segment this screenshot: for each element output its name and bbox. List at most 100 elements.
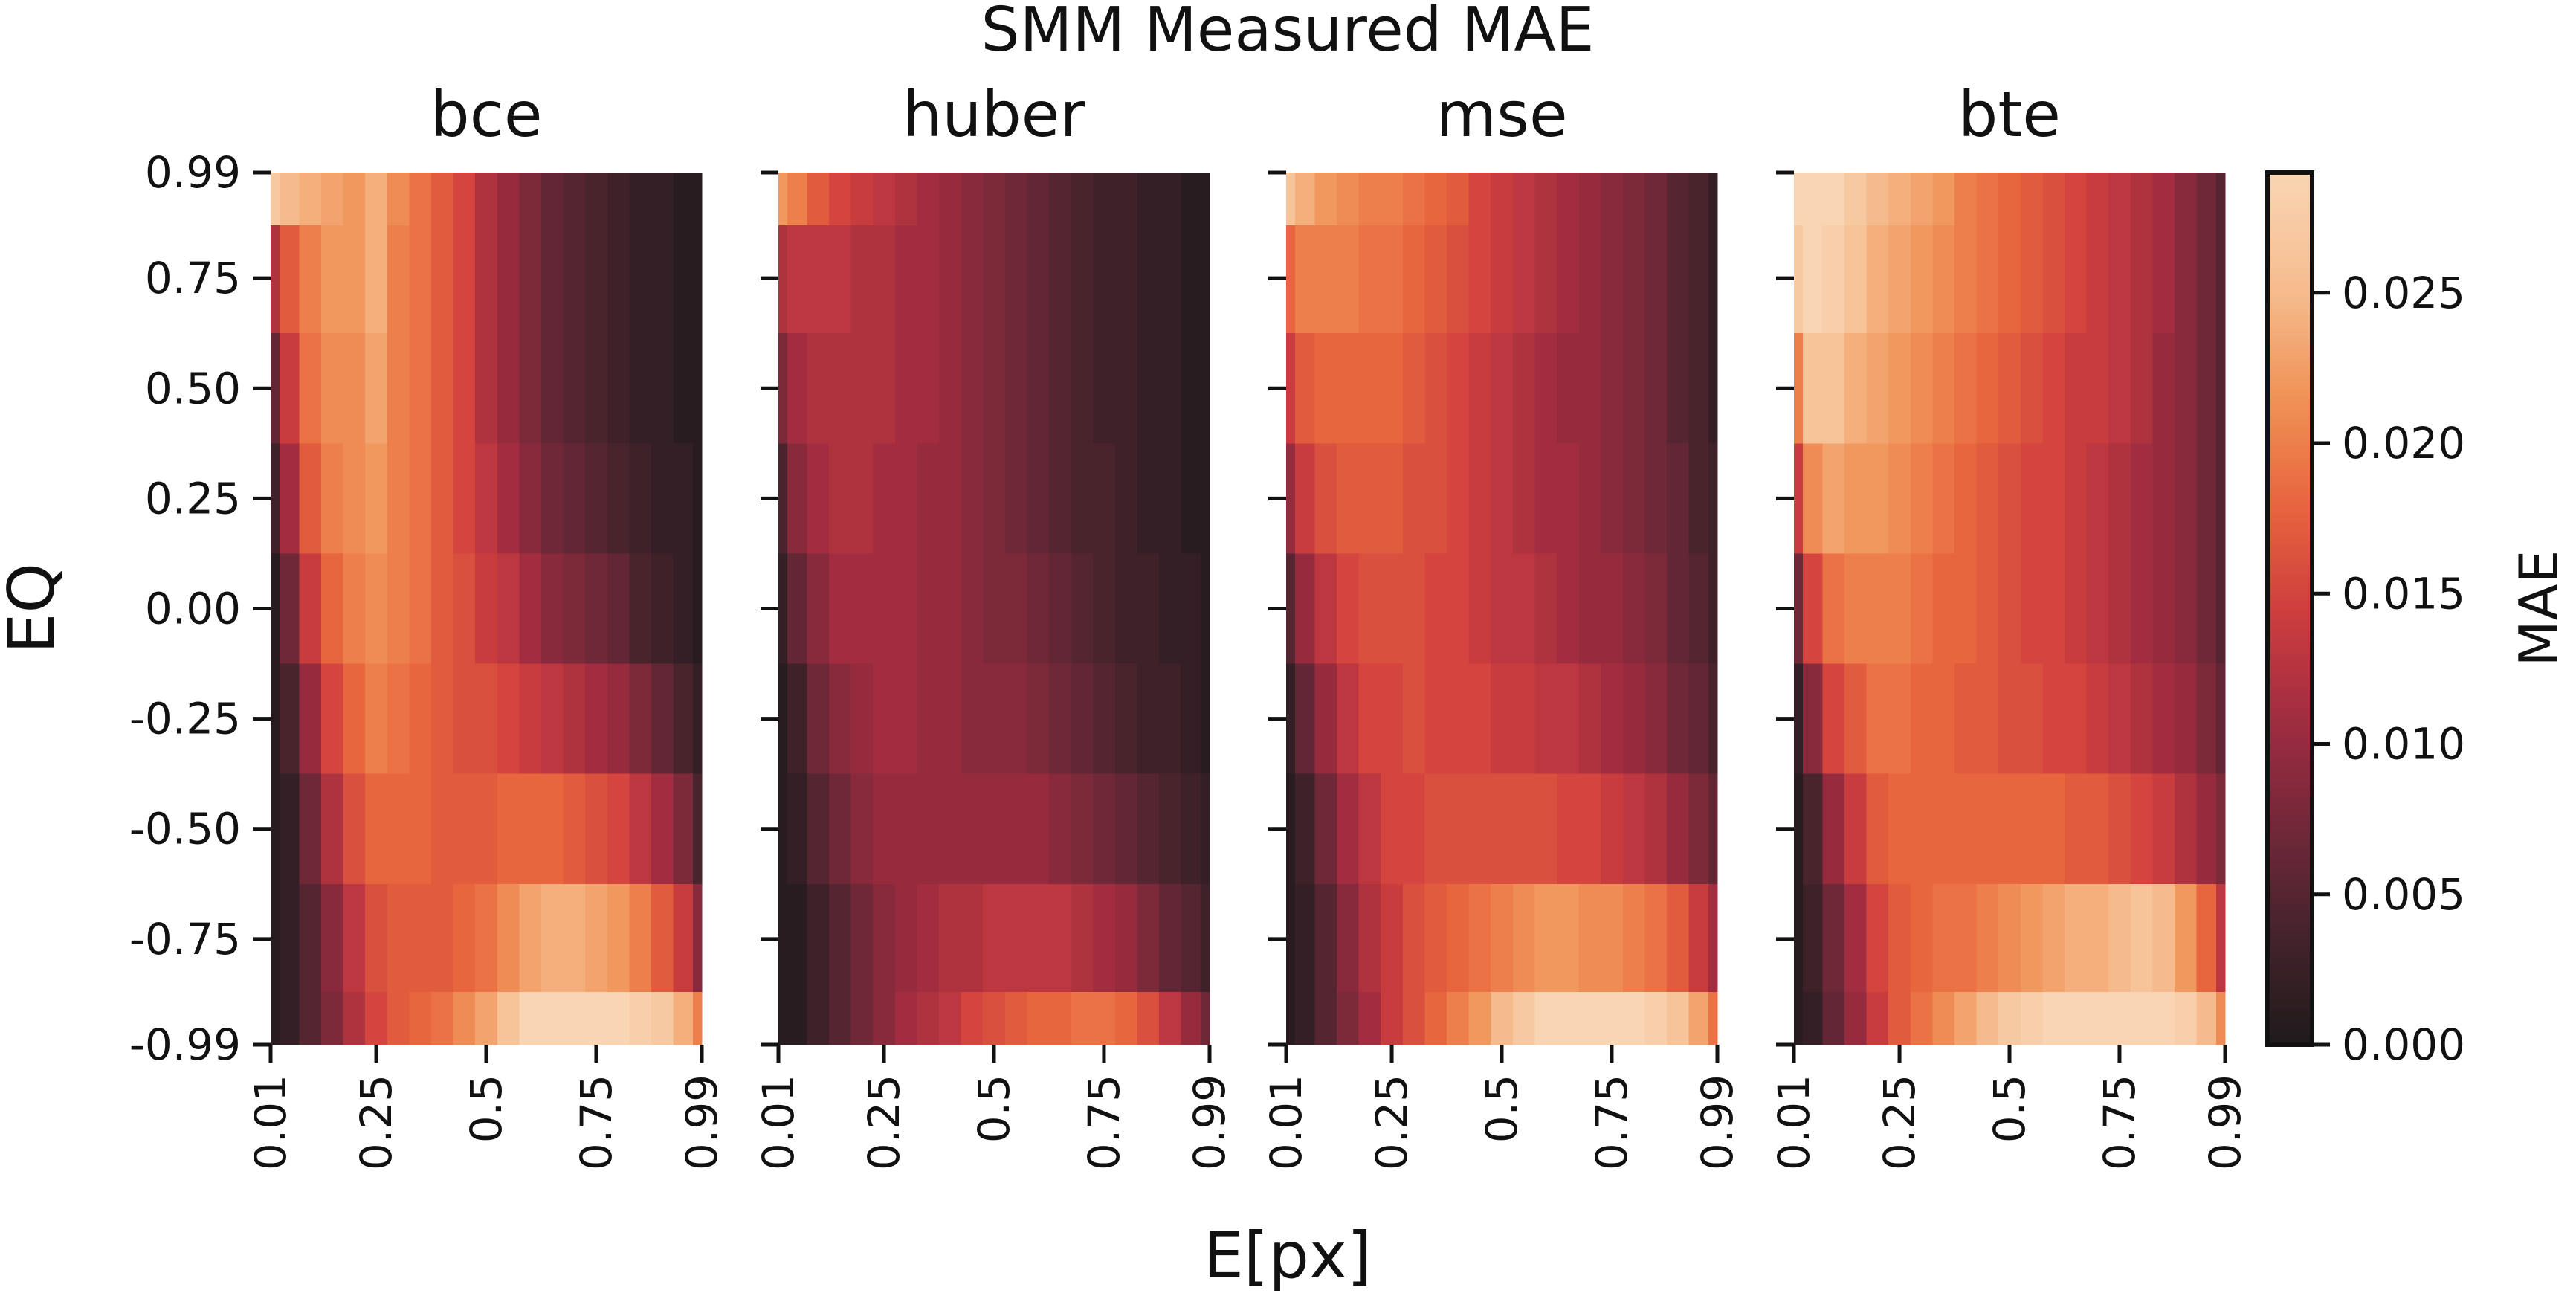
- heatmap-cell: [1314, 991, 1337, 1045]
- heatmap-cell: [1337, 443, 1360, 554]
- y-tick-label: 0.00: [145, 584, 241, 634]
- heatmap-cell: [1794, 173, 1804, 226]
- heatmap-cell: [778, 225, 788, 334]
- heatmap-cell: [2196, 991, 2217, 1045]
- heatmap-cell: [1468, 225, 1491, 334]
- heatmap-cell: [1424, 663, 1447, 775]
- heatmap-cell: [2130, 773, 2153, 885]
- heatmap-cell: [321, 225, 344, 334]
- heatmap-cell: [1557, 333, 1580, 444]
- heatmap-cell: [1888, 553, 1911, 665]
- heatmap-cell: [1666, 173, 1690, 226]
- heatmap-cell: [279, 663, 300, 775]
- heatmap-cell: [651, 443, 674, 554]
- heatmap-cell: [2174, 991, 2198, 1045]
- y-tick-label: -0.75: [129, 914, 241, 964]
- heatmap-cell: [1666, 443, 1690, 554]
- heatmap-cell: [2020, 173, 2043, 226]
- heatmap-cell: [983, 991, 1006, 1045]
- panel-title: bce: [430, 78, 542, 151]
- heatmap-cell: [939, 553, 962, 665]
- heatmap-cell: [321, 773, 344, 885]
- heatmap-cell: [917, 443, 940, 554]
- heatmap-cell: [693, 773, 703, 885]
- heatmap-cell: [343, 443, 366, 554]
- heatmap-cell: [850, 173, 874, 226]
- heatmap-cell: [1802, 553, 1823, 665]
- heatmap-cell: [807, 333, 830, 444]
- heatmap-cell: [1286, 443, 1296, 554]
- heatmap-cell: [787, 333, 807, 444]
- heatmap-cell: [807, 663, 830, 775]
- heatmap-cell: [497, 333, 520, 444]
- heatmap-cell: [453, 173, 476, 226]
- heatmap-cell: [1822, 173, 1845, 226]
- heatmap-cell: [1181, 225, 1201, 334]
- heatmap-cell: [1512, 991, 1535, 1045]
- heatmap-cell: [961, 773, 984, 885]
- heatmap-cell: [1093, 443, 1116, 554]
- heatmap-cell: [2065, 173, 2088, 226]
- colorbar-tick-label: 0.020: [2342, 418, 2465, 468]
- heatmap-cell: [343, 553, 366, 665]
- heatmap-cell: [1534, 553, 1557, 665]
- heatmap-cell: [1447, 225, 1470, 334]
- heatmap-cell: [1381, 991, 1404, 1045]
- heatmap-cell: [1954, 443, 1978, 554]
- heatmap-cell: [1358, 225, 1381, 334]
- heatmap-cell: [1557, 991, 1580, 1045]
- heatmap-cell: [961, 225, 984, 334]
- heatmap-cell: [1381, 225, 1404, 334]
- heatmap-cell: [2065, 663, 2088, 775]
- heatmap-cell: [1201, 553, 1210, 665]
- heatmap-cell: [321, 663, 344, 775]
- heatmap-cell: [1666, 991, 1690, 1045]
- heatmap-cell: [1888, 773, 1911, 885]
- heatmap-cell: [778, 443, 788, 554]
- heatmap-cell: [1910, 173, 1933, 226]
- heatmap-cell: [1601, 173, 1624, 226]
- heatmap-cell: [1822, 333, 1845, 444]
- heatmap-cell: [271, 773, 280, 885]
- heatmap-cell: [1534, 991, 1557, 1045]
- heatmap-cell: [409, 663, 432, 775]
- heatmap-cell: [1358, 883, 1381, 993]
- heatmap-cell: [917, 773, 940, 885]
- heatmap-cell: [1201, 773, 1210, 885]
- heatmap-cell: [431, 553, 454, 665]
- heatmap-cell: [961, 173, 984, 226]
- heatmap-cell: [1644, 173, 1668, 226]
- heatmap-cell: [1932, 333, 1955, 444]
- heatmap-cell: [1114, 663, 1137, 775]
- heatmap-cell: [1622, 883, 1645, 993]
- heatmap-cell: [1666, 553, 1690, 665]
- heatmap-cell: [387, 991, 410, 1045]
- heatmap-cell: [1402, 773, 1425, 885]
- heatmap-cell: [607, 173, 630, 226]
- heatmap-cell: [607, 333, 630, 444]
- heatmap-cell: [343, 173, 366, 226]
- heatmap-cell: [2174, 443, 2198, 554]
- figure-title: SMM Measured MAE: [981, 0, 1595, 65]
- heatmap-cell: [2152, 883, 2175, 993]
- heatmap-cell: [585, 443, 608, 554]
- heatmap-cell: [453, 553, 476, 665]
- heatmap-cell: [365, 553, 388, 665]
- heatmap-cell: [2086, 773, 2109, 885]
- heatmap-cell: [1201, 333, 1210, 444]
- heatmap-cell: [629, 773, 652, 885]
- heatmap-cell: [1954, 883, 1978, 993]
- heatmap-cell: [1688, 663, 1709, 775]
- heatmap-cell: [894, 225, 917, 334]
- heatmap-cell: [1644, 443, 1668, 554]
- heatmap-cell: [519, 991, 542, 1045]
- heatmap-cell: [850, 663, 874, 775]
- heatmap-cell: [1644, 991, 1668, 1045]
- heatmap-cell: [1512, 333, 1535, 444]
- heatmap-cell: [2042, 883, 2065, 993]
- heatmap-cell: [2174, 553, 2198, 665]
- heatmap-cell: [2174, 225, 2198, 334]
- heatmap-cell: [1093, 225, 1116, 334]
- heatmap-cell: [673, 173, 694, 226]
- heatmap-cell: [453, 225, 476, 334]
